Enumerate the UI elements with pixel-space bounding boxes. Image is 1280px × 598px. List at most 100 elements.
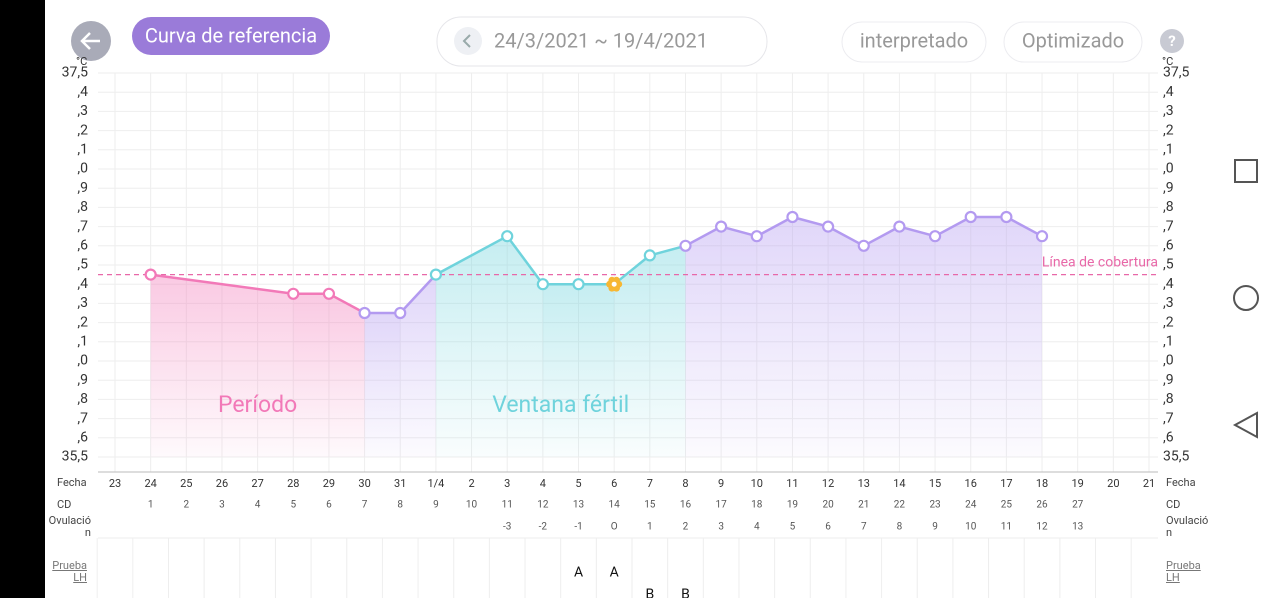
line-segment [399, 273, 437, 314]
x-tick-label: 18 [1036, 477, 1048, 490]
back-nav-button[interactable] [1232, 411, 1258, 439]
x-tick-label: 24 [144, 477, 156, 490]
data-point [144, 268, 157, 281]
x-tick-label: 20 [1107, 477, 1119, 490]
y-tick-label: ,4 [1163, 276, 1174, 292]
line-segment [720, 225, 758, 238]
cd-label: 20 [822, 500, 834, 511]
cd-label: 16 [680, 500, 692, 511]
y-tick-label: ,9 [77, 180, 88, 196]
phase-area [542, 284, 579, 457]
cd-label: 15 [644, 500, 656, 511]
x-tick-label: 14 [893, 477, 905, 490]
x-tick-label: 31 [394, 477, 406, 490]
y-tick-label: ,6 [77, 430, 88, 446]
data-point [287, 287, 300, 300]
y-tick-label: ,4 [1163, 84, 1174, 100]
line-segment [684, 225, 722, 247]
data-point [893, 220, 906, 233]
x-tick-label: 2 [468, 477, 474, 490]
y-tick-label: ,6 [77, 238, 88, 254]
date-range: 24/3/2021 ~ 19/4/2021 [494, 28, 708, 52]
cd-label: 3 [219, 500, 225, 511]
data-point [928, 230, 942, 243]
line-segment [1005, 215, 1043, 238]
x-tick-label: 23 [109, 477, 121, 490]
y-tick-label: ,6 [1163, 238, 1174, 254]
button[interactable] [1003, 21, 1143, 63]
center [611, 281, 617, 287]
y-tick-label: ,1 [77, 142, 88, 158]
y-tick-label: ,3 [1163, 103, 1174, 119]
data-point [750, 230, 763, 243]
ovulation-label: -1 [574, 522, 582, 533]
cd-label: 26 [1036, 500, 1048, 511]
help-button[interactable] [1160, 29, 1184, 53]
cd-label: 22 [894, 500, 906, 511]
data-point [857, 239, 870, 252]
data-point [643, 249, 656, 262]
lh-label: B [645, 587, 654, 598]
data-point [786, 210, 799, 224]
y-tick-label: ,8 [77, 199, 88, 215]
left-edge [0, 0, 45, 598]
phase-area [507, 236, 543, 457]
data-point [394, 306, 407, 320]
y-tick-label: ,8 [1163, 391, 1174, 407]
data-point [322, 287, 336, 300]
date-pill[interactable] [436, 16, 768, 67]
y-tick-label: ,1 [1163, 142, 1174, 158]
y-tick-label: ,0 [1163, 161, 1174, 177]
x-tick-label: 26 [216, 477, 228, 490]
x-tick-label: 28 [287, 477, 299, 490]
ovulation-label: 7 [861, 522, 867, 533]
ovulation-label: 4 [754, 522, 760, 533]
recents-button[interactable] [1234, 159, 1258, 183]
ovulation-label: 1 [647, 522, 653, 533]
cd-label: 21 [858, 500, 869, 511]
date-icon [462, 34, 471, 48]
y-tick-label: ,4 [77, 84, 88, 100]
ovulation-label: -2 [539, 522, 548, 533]
row-label: Prueba LH [52, 559, 87, 584]
ovulation-label: 5 [790, 522, 796, 533]
data-point [822, 220, 835, 233]
home-button[interactable] [1233, 285, 1259, 311]
y-tick-label: ,7 [1163, 218, 1174, 234]
x-tick-label: 3 [504, 477, 510, 490]
ovulation-label: 9 [932, 522, 938, 533]
phase-area [970, 217, 1007, 457]
y-tick-label: 35,5 [1163, 449, 1189, 465]
row-label: Fecha [1166, 476, 1196, 489]
y-tick-label: ,2 [77, 314, 88, 330]
row-label: Ovulación [1166, 514, 1209, 539]
lh-label: A [610, 565, 619, 581]
lh-label: A [574, 565, 583, 581]
phase-area [293, 293, 329, 457]
ovulation-label: 2 [683, 522, 689, 533]
button[interactable] [841, 21, 987, 63]
line-segment [150, 273, 294, 296]
y-tick-label: ,9 [1163, 180, 1174, 196]
line-segment [792, 215, 829, 228]
line-segment [649, 244, 686, 257]
y-tick-label: ,6 [1163, 430, 1174, 446]
cd-label: 12 [537, 500, 549, 511]
phase-area [756, 217, 793, 457]
lh-label: B [681, 587, 690, 598]
x-tick-label: 25 [180, 477, 192, 490]
x-tick-label: 9 [718, 477, 724, 490]
cd-label: 6 [326, 500, 332, 511]
title-pill[interactable] [132, 17, 330, 55]
cd-label: 2 [183, 500, 189, 511]
ovulation-label: 12 [1036, 522, 1048, 533]
cd-label: 9 [433, 500, 439, 511]
y-tick-label: 37,5 [62, 65, 88, 81]
ovulation-label: 3 [718, 522, 724, 533]
cd-label: 23 [929, 500, 940, 511]
x-tick-label: 27 [251, 477, 263, 490]
line-segment [756, 215, 794, 238]
x-tick-label: 19 [1072, 477, 1084, 490]
cd-label: 10 [466, 500, 478, 511]
